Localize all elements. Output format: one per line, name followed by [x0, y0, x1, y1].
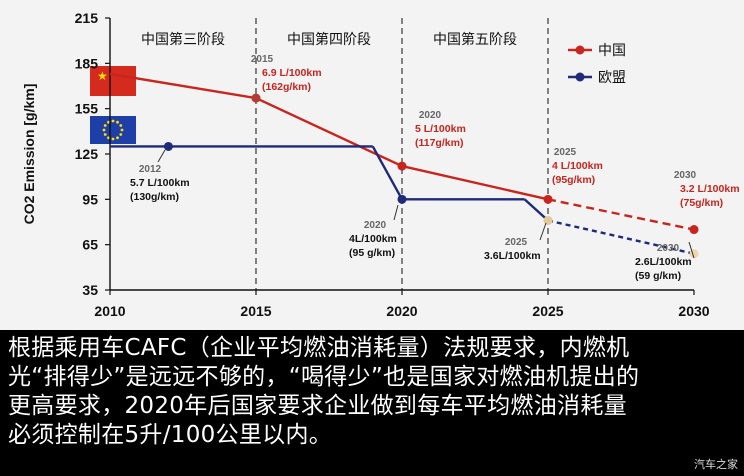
legend-swatch-marker: [575, 72, 585, 82]
annotation-value: 5 L/100km: [415, 123, 466, 135]
y-tick-label: 35: [82, 282, 98, 298]
y-tick-label: 65: [82, 237, 98, 253]
annotation-value: 3.6L/100km: [484, 250, 541, 262]
data-point: [397, 161, 407, 171]
x-tick-label: 2010: [94, 303, 125, 319]
annotation-value: 6.9 L/100km: [262, 67, 322, 79]
series-segment: [523, 198, 549, 222]
china-flag-star: ★: [97, 69, 108, 83]
annotation-gkm: (130g/km): [130, 191, 179, 203]
caption-text: 根据乘用车CAFC（企业平均燃油消耗量）法规要求，内燃机 光“排得少”是远远不够…: [8, 334, 740, 450]
phase-label: 中国第五阶段: [433, 31, 517, 48]
annotation-year: 2025: [554, 147, 577, 158]
y-tick-label: 95: [82, 191, 98, 207]
series-segment: [547, 219, 695, 255]
eu-flag-icon: [90, 116, 136, 144]
emission-chart: 中国第三阶段 中国第四阶段 中国第五阶段 ★ 35 65 95 125 155 185 215 2…: [21, 10, 740, 319]
data-point: [163, 141, 173, 151]
x-tick-label: 2030: [678, 303, 709, 319]
y-tick-label: 155: [75, 101, 99, 117]
annotation-value: 3.2 L/100km: [680, 183, 740, 195]
x-tick-label: 2025: [532, 303, 563, 319]
eu-flag-star: [107, 136, 110, 140]
eu-flag-star: [119, 124, 123, 127]
annotation-gkm: (59 g/km): [635, 270, 681, 282]
x-tick-label: 2020: [386, 303, 417, 319]
china-flag-field: [90, 66, 136, 96]
annotation-gkm: (95g/km): [552, 174, 595, 186]
annotation-year: 2025: [505, 237, 528, 248]
y-axis-label: CO2 Emission [g/km]: [21, 84, 37, 225]
annotation-value: 5.7 L/100km: [130, 177, 190, 189]
annotation-gkm: (95 g/km): [349, 247, 395, 259]
caption-line: 光“排得少”是远远不够的，“喝得少”也是国家对燃油机提出的: [8, 364, 640, 390]
eu-flag-star: [111, 119, 115, 123]
series-segment: [255, 97, 403, 168]
eu-flag-star: [111, 137, 115, 141]
eu-flag-star: [119, 133, 123, 136]
y-tick-label: 215: [75, 10, 99, 26]
annotation-year: 2020: [364, 220, 387, 231]
annotation-pointer: [539, 222, 547, 241]
series-segment: [109, 72, 257, 100]
y-tick-label: 185: [75, 55, 99, 71]
data-point: [251, 93, 261, 103]
data-point: [543, 194, 553, 204]
annotation-gkm: (75g/km): [680, 197, 723, 209]
eu-flag-star: [107, 120, 110, 124]
chart-panel: 中国第三阶段 中国第四阶段 中国第五阶段 ★ 35 65 95 125 155 185 215 2…: [0, 0, 744, 330]
annotation-pointer: [393, 204, 399, 221]
annotation-gkm: (117g/km): [415, 137, 463, 149]
annotation-gkm: (162g/km): [262, 81, 311, 93]
watermark: 汽车之家: [694, 458, 738, 471]
series-segment: [547, 198, 695, 231]
caption-line: 根据乘用车CAFC（企业平均燃油消耗量）法规要求，内燃机: [8, 335, 630, 361]
annotation-pointer: [157, 149, 166, 163]
annotation-year: 2020: [419, 110, 442, 121]
eu-flag-star: [116, 136, 119, 140]
data-point: [397, 194, 407, 204]
legend-label: 中国: [598, 43, 626, 59]
annotation-year: 2012: [139, 164, 162, 175]
y-tick-label: 125: [75, 146, 99, 162]
x-tick-label: 2015: [240, 303, 271, 319]
annotation-pointer: [688, 241, 695, 259]
china-flag-icon: ★: [90, 66, 136, 96]
eu-flag-star: [103, 124, 107, 127]
annotation-year: 2015: [251, 54, 274, 65]
data-point: [543, 215, 553, 225]
eu-flag-star: [103, 133, 107, 136]
annotation-value: 4 L/100km: [552, 160, 603, 172]
annotation-year: 2030: [674, 170, 697, 181]
series-segment: [371, 145, 404, 200]
annotation-value: 2.6L/100km: [635, 256, 692, 268]
annotation-year: 2030: [657, 243, 680, 254]
legend-swatch-marker: [575, 45, 585, 55]
legend-label: 欧盟: [598, 70, 626, 86]
annotation-value: 4L/100km: [349, 233, 397, 245]
eu-flag-star: [116, 120, 119, 124]
caption-line: 更高要求，2020年后国家要求企业做到每车平均燃油消耗量: [8, 393, 627, 419]
phase-label: 中国第四阶段: [287, 31, 371, 48]
eu-flag-star: [102, 128, 106, 132]
caption-line: 必须控制在5升/100公里以内。: [8, 422, 333, 448]
series-segment: [401, 164, 549, 201]
eu-flag-star: [120, 128, 124, 132]
data-point: [689, 225, 699, 235]
phase-label: 中国第三阶段: [141, 31, 225, 48]
